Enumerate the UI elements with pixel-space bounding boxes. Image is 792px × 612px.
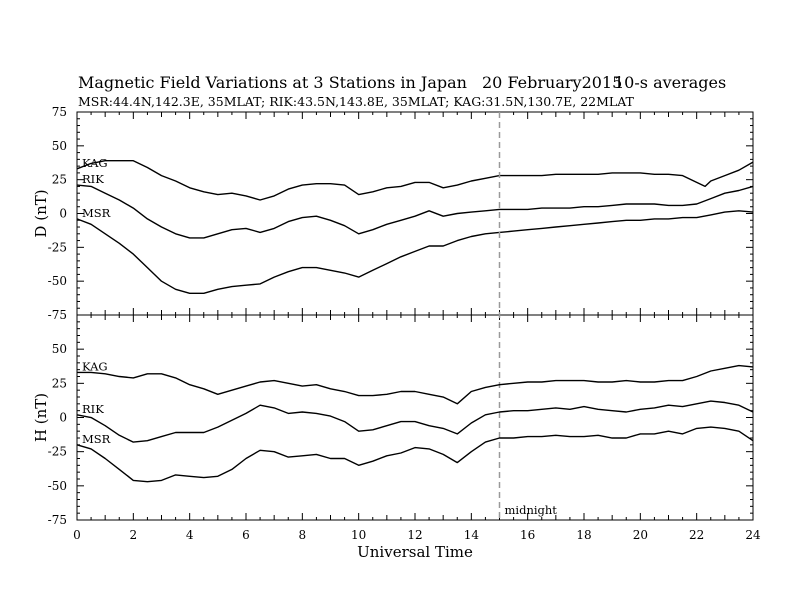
series-label-kag: KAG <box>82 156 108 170</box>
x-tick-label: 12 <box>407 528 422 542</box>
x-tick-label: 24 <box>745 528 761 542</box>
series-line-kag <box>76 159 754 201</box>
y-tick-label: 50 <box>52 342 67 356</box>
series-line-kag <box>77 364 754 405</box>
y-tick-label: -75 <box>48 308 67 322</box>
series-label-rik: RIK <box>82 172 104 186</box>
chart-title: Magnetic Field Variations at 3 Stations … <box>78 73 467 92</box>
y-tick-label: -75 <box>48 513 67 527</box>
x-tick-label: 22 <box>689 528 704 542</box>
chart-date: 20 February2015 <box>482 73 623 92</box>
y-tick-label: 50 <box>52 139 67 153</box>
x-tick-label: 8 <box>299 528 307 542</box>
y-tick-label: 25 <box>52 173 67 187</box>
y-tick-label: 75 <box>52 105 67 119</box>
series-line-msr <box>76 210 754 294</box>
x-tick-label: 14 <box>464 528 480 542</box>
midnight-annotation: midnight <box>505 503 558 517</box>
y-tick-label: -25 <box>48 445 67 459</box>
x-tick-label: 10 <box>351 528 366 542</box>
y-axis-label: H (nT) <box>32 393 50 442</box>
x-tick-label: 20 <box>633 528 648 542</box>
series-label-kag: KAG <box>82 359 108 373</box>
x-tick-label: 6 <box>242 528 250 542</box>
y-tick-label: -50 <box>48 479 67 493</box>
chart-averaging: 10-s averages <box>614 73 727 92</box>
x-tick-label: 2 <box>130 528 138 542</box>
x-axis-label: Universal Time <box>357 543 473 561</box>
y-tick-label: -25 <box>48 240 67 254</box>
y-tick-label: 25 <box>52 376 67 390</box>
series-line-rik <box>76 184 754 239</box>
series-line-rik <box>76 400 754 443</box>
chart-subtitle: MSR:44.4N,142.3E, 35MLAT; RIK:43.5N,143.… <box>78 94 634 109</box>
series-line-msr <box>76 426 754 483</box>
y-axis-label: D (nT) <box>32 189 50 237</box>
y-tick-label: -50 <box>48 274 67 288</box>
panel-frame-top <box>76 111 754 316</box>
series-label-msr: MSR <box>82 432 111 446</box>
x-tick-label: 16 <box>520 528 535 542</box>
y-tick-label: 0 <box>59 411 67 425</box>
x-tick-label: 4 <box>186 528 194 542</box>
series-label-msr: MSR <box>82 206 111 220</box>
x-tick-label: 18 <box>576 528 591 542</box>
panel-frame-bottom <box>76 314 754 521</box>
y-tick-label: 0 <box>59 207 67 221</box>
x-tick-label: 0 <box>73 528 81 542</box>
series-label-rik: RIK <box>82 402 104 416</box>
